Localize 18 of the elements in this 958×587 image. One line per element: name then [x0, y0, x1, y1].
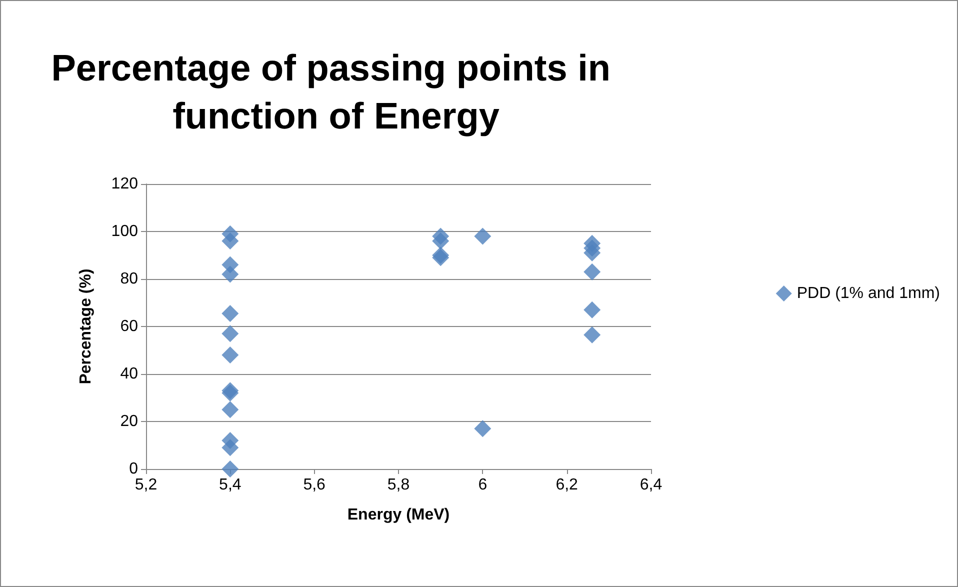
y-axis-title: Percentage (%)	[78, 268, 94, 384]
chart-title: Percentage of passing points in function of Energy	[51, 48, 621, 136]
y-tick-label: 40	[120, 366, 138, 382]
y-tick-label: 0	[129, 460, 138, 478]
x-tick-label: 5,6	[303, 476, 326, 494]
legend-label: PDD (1% and 1mm)	[796, 285, 940, 302]
x-tick-label: 6,2	[556, 476, 578, 494]
y-tick-label: 20	[120, 413, 138, 430]
y-tick-label: 120	[111, 176, 138, 192]
x-tick-label: 6	[478, 476, 488, 494]
y-tick-label: 60	[120, 318, 138, 335]
y-tick-label: 80	[120, 270, 138, 288]
x-tick-label: 5,4	[219, 476, 242, 494]
x-tick-label: 5,8	[387, 476, 410, 494]
x-axis-title: Energy (MeV)	[347, 506, 450, 524]
x-tick-label: 6,4	[640, 476, 662, 494]
x-tick-label: 5,2	[134, 476, 158, 494]
y-tick-label: 100	[111, 223, 138, 240]
